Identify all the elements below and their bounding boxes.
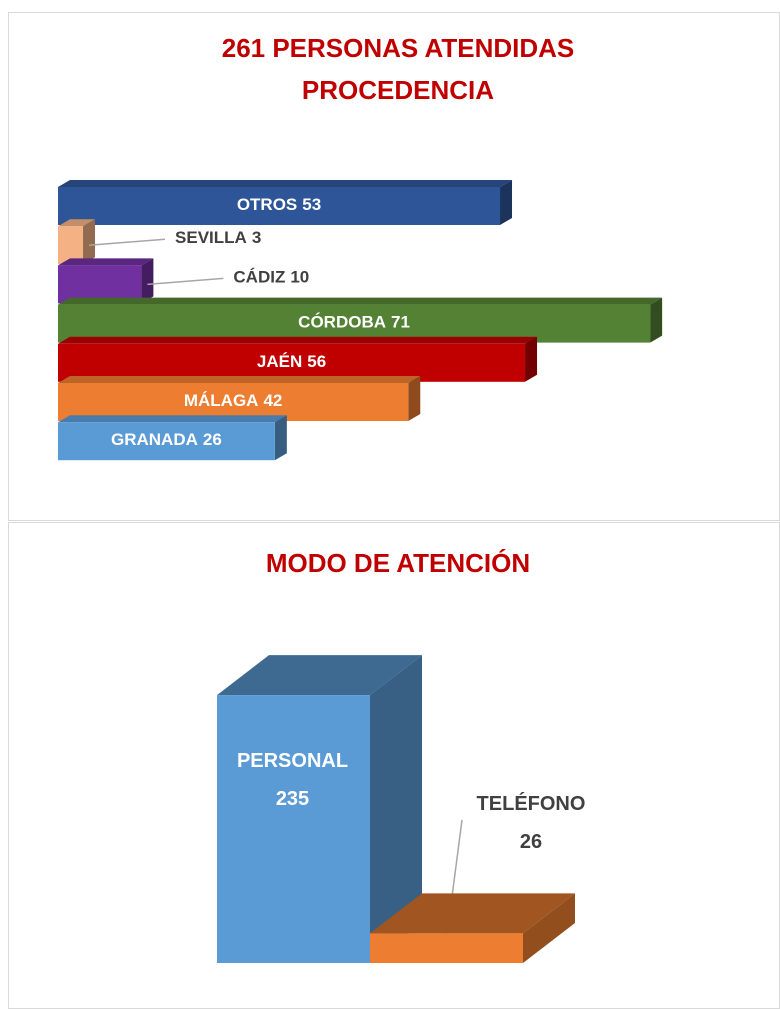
bar: [58, 376, 421, 421]
data-label: SEVILLA 3: [175, 229, 261, 248]
bar-side: [650, 297, 663, 343]
bar: [58, 258, 154, 304]
chart-title: PROCEDENCIA: [302, 75, 494, 105]
leader-line: [147, 277, 224, 286]
category-label: SEVILLA: [175, 229, 247, 248]
chart-title: 261 PERSONAS ATENDIDAS: [222, 33, 575, 63]
bar-front: [58, 383, 409, 421]
bar-side: [83, 219, 96, 265]
value-label: 26: [203, 431, 222, 450]
data-label: CÓRDOBA 71: [298, 313, 410, 332]
bar-side: [525, 336, 538, 382]
column: [370, 893, 575, 963]
data-label: TELÉFONO 26: [477, 792, 586, 853]
bar-front: [58, 343, 526, 382]
category-label: TELÉFONO: [477, 792, 586, 815]
bar-front: [58, 422, 275, 461]
bar: [58, 219, 96, 265]
value-label: 235: [276, 788, 309, 810]
value-label: 53: [302, 195, 321, 214]
bar-top: [58, 376, 421, 383]
category-label: CÓRDOBA: [298, 313, 386, 332]
category-label: GRANADA: [111, 431, 198, 450]
data-label: OTROS 53: [237, 195, 321, 214]
data-label: GRANADA 26: [111, 431, 222, 450]
value-label: 3: [252, 229, 261, 248]
bar-top: [58, 297, 663, 305]
bar-front: [58, 226, 84, 265]
column-side: [523, 893, 575, 963]
bar-side: [408, 376, 421, 421]
bar: [58, 180, 513, 225]
bar: [58, 415, 287, 461]
leader-line: [88, 238, 166, 246]
category-label: OTROS: [237, 195, 297, 214]
bar: [58, 297, 663, 343]
category-label: MÁLAGA: [184, 391, 259, 410]
column-side: [370, 655, 422, 963]
column-front: [370, 933, 523, 963]
bar-side: [274, 415, 287, 461]
column-front: [217, 695, 370, 963]
value-label: 56: [307, 352, 326, 371]
bar-top: [58, 336, 538, 344]
bar: [58, 336, 538, 382]
category-label: PERSONAL: [237, 750, 348, 772]
chart-title: MODO DE ATENCIÓN: [266, 548, 530, 578]
bar-top: [58, 180, 513, 187]
value-label: 26: [520, 831, 542, 853]
category-label: CÁDIZ: [233, 268, 285, 287]
category-label: JAÉN: [257, 352, 302, 371]
value-label: 10: [290, 268, 309, 287]
column-top: [370, 893, 575, 934]
data-label: PERSONAL 235: [237, 750, 348, 810]
bar-front: [58, 187, 501, 225]
bar-side: [500, 180, 513, 225]
bar-top: [58, 258, 154, 266]
value-label: 71: [391, 313, 410, 332]
bar-top: [58, 219, 96, 227]
bar-front: [58, 304, 651, 343]
data-label: CÁDIZ 10: [233, 268, 309, 287]
bar-side: [141, 258, 154, 304]
data-label: MÁLAGA 42: [184, 391, 283, 410]
column-top: [217, 655, 422, 696]
column: [217, 655, 422, 963]
data-label: JAÉN 56: [257, 352, 326, 371]
value-label: 42: [263, 391, 282, 410]
bar-front: [58, 265, 142, 304]
bar-top: [58, 415, 287, 423]
